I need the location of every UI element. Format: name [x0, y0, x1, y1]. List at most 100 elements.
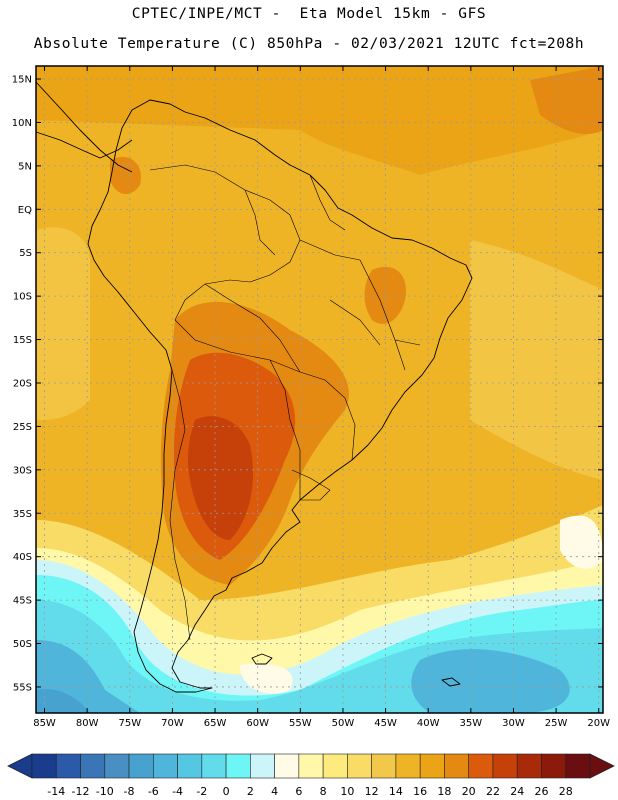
colorbar-min-arrow [7, 753, 33, 779]
colorbar-label: -2 [196, 785, 207, 798]
south-america-coastline [87, 99, 473, 693]
lon-tick-label: 30W [502, 718, 525, 729]
lon-tick-label: 35W [460, 718, 483, 729]
border-chile-argentina [169, 369, 191, 641]
colorbar-cell [347, 753, 372, 779]
field-patagonia-6-8 [240, 663, 293, 694]
country-borders [149, 164, 421, 641]
field-pacific-14-16 [36, 227, 90, 420]
south-georgia-coastline [441, 677, 461, 687]
colorbar-cell [419, 753, 445, 779]
colorbar-label: -12 [72, 785, 90, 798]
lat-tick-label: 15N [12, 75, 32, 86]
temperature-field [36, 66, 603, 713]
field-southwest-coldest [36, 689, 90, 713]
lon-tick-label: 25W [545, 718, 568, 729]
border-bolivia [204, 283, 301, 373]
lon-tick-label: 60W [246, 718, 269, 729]
lat-tick-label: 50S [13, 639, 32, 650]
colorbar-cell [80, 753, 106, 779]
colorbar-label: 8 [320, 785, 327, 798]
field-caribbean-20-22 [530, 66, 603, 135]
coastlines [35, 81, 473, 693]
colorbar-label: 0 [223, 785, 230, 798]
colorbar-cell [274, 753, 300, 779]
lat-tick-label: 55S [13, 682, 32, 693]
colorbar-label: 6 [295, 785, 302, 798]
colorbar-cell [201, 753, 227, 779]
field-east-6-8 [560, 515, 603, 569]
lat-tick-label: 25S [13, 422, 32, 433]
border-andean-north [149, 164, 301, 321]
lon-tick-label: 40W [417, 718, 440, 729]
colorbar-label: 18 [437, 785, 451, 798]
colorbar-cell [468, 753, 494, 779]
lat-tick-label: 40S [13, 552, 32, 563]
lat-tick-label: EQ [18, 205, 32, 216]
latitude-axis: 15N 10N 5N EQ 5S 10S 15S 20S 25S 30S 35S 40S 45S 50S 5… [12, 75, 603, 693]
border-guianas [309, 174, 346, 231]
colorbar-label: -4 [172, 785, 183, 798]
lon-tick-label: 75W [118, 718, 141, 729]
colorbar-cell [31, 753, 57, 779]
colorbar-cells [7, 753, 615, 779]
lon-tick-label: 20W [587, 718, 610, 729]
colorbar-cell [55, 753, 81, 779]
colorbar-cell [444, 753, 469, 779]
graticule [36, 66, 603, 713]
colorbar-label: -14 [47, 785, 65, 798]
colorbar-cell [153, 753, 178, 779]
colorbar-cell [492, 753, 518, 779]
colorbar-cell [395, 753, 421, 779]
colorbar-label: 14 [389, 785, 403, 798]
colorbar-cell [250, 753, 275, 779]
chart-title-line-1: CPTEC/INPE/MCT - Eta Model 15km - GFS [131, 6, 487, 22]
border-paraguay-argentina [269, 359, 301, 500]
central-america-coastline [35, 81, 133, 173]
field-continent-24-26 [187, 416, 254, 540]
colorbar-cell [322, 753, 348, 779]
lat-tick-label: 10N [12, 118, 32, 129]
colorbar-label: -10 [96, 785, 114, 798]
border-venezuela-colombia [244, 189, 276, 256]
field-tropics-18-20 [36, 66, 603, 175]
lon-tick-label: 85W [33, 718, 56, 729]
colorbar-label: -6 [148, 785, 159, 798]
lat-tick-label: 5S [19, 248, 32, 259]
colorbar-cell [128, 753, 154, 779]
colorbar-label: -8 [124, 785, 135, 798]
colorbar-label: 24 [510, 785, 524, 798]
colorbar-cell [177, 753, 203, 779]
lon-tick-label: 50W [332, 718, 355, 729]
colorbar-cell [541, 753, 567, 779]
lon-tick-label: 80W [76, 718, 99, 729]
colorbar-label: 20 [462, 785, 476, 798]
lon-tick-label: 65W [204, 718, 227, 729]
field-atlantic-14-16 [470, 240, 603, 480]
colorbar-label: 4 [271, 785, 278, 798]
border-brazil-states [299, 239, 421, 371]
colorbar-label: 28 [559, 785, 573, 798]
longitude-axis: 85W 80W 75W 70W 65W 60W 55W 50W 45W 40W 35W 30W 25W 2… [33, 66, 610, 729]
colorbar-label: 10 [340, 785, 354, 798]
colorbar-cell [371, 753, 397, 779]
falklands-coastline [251, 653, 273, 665]
lat-tick-label: 10S [13, 292, 32, 303]
lat-tick-label: 35S [13, 509, 32, 520]
lat-tick-label: 30S [13, 465, 32, 476]
map-frame [35, 65, 604, 714]
colorbar-labels: -14 -12 -10 -8 -6 -4 -2 0 2 4 6 8 10 12 14 16 18 20 22 24 26… [47, 785, 572, 798]
colorbar-cell [225, 753, 251, 779]
lon-tick-label: 70W [161, 718, 184, 729]
colorbar-label: 26 [534, 785, 548, 798]
lat-tick-label: 5N [18, 161, 32, 172]
colorbar-max-arrow [589, 753, 615, 779]
lon-tick-label: 45W [374, 718, 397, 729]
colorbar-label: 12 [365, 785, 379, 798]
colorbar-cell [565, 753, 591, 779]
colorbar-label: 22 [486, 785, 500, 798]
lat-tick-label: 20S [13, 378, 32, 389]
chart-title-line-2: Absolute Temperature (C) 850hPa - 02/03/… [33, 36, 585, 52]
